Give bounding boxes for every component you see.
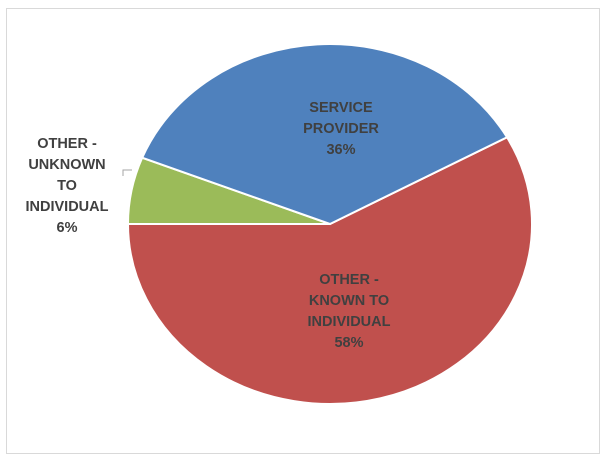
slice-category-line: OTHER - xyxy=(319,272,379,288)
label-other-known: OTHER - KNOWN TO INDIVIDUAL 58% xyxy=(308,272,391,351)
slice-category-line: INDIVIDUAL xyxy=(308,314,391,330)
pie-slices xyxy=(126,43,533,405)
slice-percent: 6% xyxy=(57,220,78,236)
label-service-provider: SERVICE PROVIDER 36% xyxy=(303,100,379,158)
slice-labels: SERVICE PROVIDER 36% OTHER - KNOWN TO INDIVID… xyxy=(26,100,391,351)
slice-percent: 36% xyxy=(326,142,355,158)
slice-percent: 58% xyxy=(334,335,363,351)
leader-line-other-unknown xyxy=(122,169,132,176)
slice-category-line: PROVIDER xyxy=(303,121,379,137)
slice-other-known xyxy=(126,135,533,405)
slice-category-line: KNOWN TO xyxy=(309,293,389,309)
label-other-unknown: OTHER - UNKNOWN TO INDIVIDUAL 6% xyxy=(26,136,109,236)
slice-category-line: INDIVIDUAL xyxy=(26,199,109,215)
slice-category-line: OTHER - xyxy=(37,136,97,152)
slice-category-line: SERVICE xyxy=(309,100,373,116)
slice-category-line: TO xyxy=(57,178,77,194)
slice-category-line: UNKNOWN xyxy=(28,157,105,173)
leader-lines xyxy=(122,169,132,176)
slice-service-provider xyxy=(140,43,509,226)
